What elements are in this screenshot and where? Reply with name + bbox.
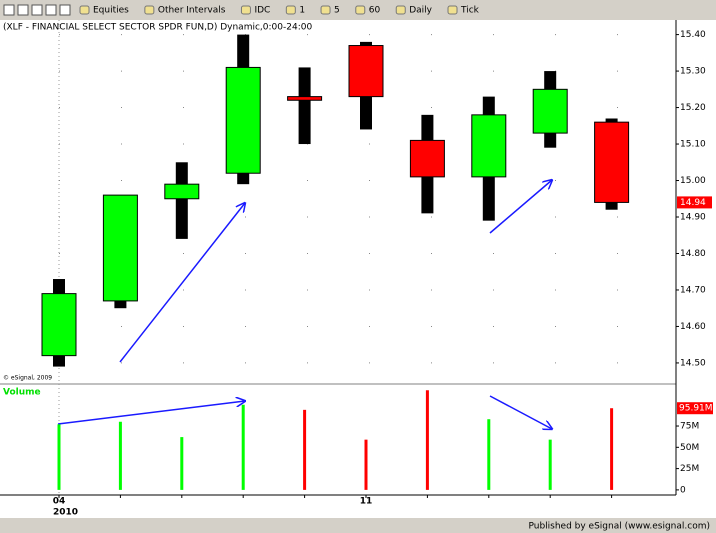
toolbar-icon [240,5,251,15]
last-value-label: 14.94 [680,198,706,208]
y-tick-label: 25M [680,464,699,474]
y-tick-label: 15.00 [680,176,706,186]
y-tick-label: 15.10 [680,140,706,150]
y-tick-label: 0 [680,485,686,495]
toolbar-icon [59,4,71,16]
candle-body [287,96,323,101]
volume-bar [364,439,368,490]
toolbar-icon [31,4,43,16]
volume-bar [487,419,491,490]
candle-body [594,121,630,203]
y-tick-label: 15.20 [680,103,706,113]
chart-title: (XLF - FINANCIAL SELECT SECTOR SPDR FUN,… [3,23,312,33]
volume-bar [241,404,245,490]
y-tick-label: 50M [680,443,699,453]
candle-body [41,293,77,357]
toolbar-icon [320,5,331,15]
x-year-label: 2010 [53,508,78,518]
toolbar-items: Equities Other Intervals IDC 1 5 60 Daily Tick [3,4,480,16]
toolbar-icon [17,4,29,16]
toolbar-button[interactable]: 60 [369,6,381,16]
toolbar-icon [144,5,155,15]
volume-title: Volume [3,388,41,398]
y-tick-label: 14.90 [680,213,706,223]
arrow [489,395,552,429]
y-tick-label: 14.70 [680,285,706,295]
arrow [489,180,552,234]
arrow [57,401,245,425]
x-tick-label: 04 [53,497,66,507]
last-value-label: 95.91M [679,404,713,414]
last-value-box [677,402,713,415]
toolbar-button[interactable]: 1 [299,6,305,16]
volume-bar [610,408,614,490]
volume-bar [303,409,307,490]
candle-wick [298,67,311,145]
footer-bar [0,518,716,533]
footer: Published by eSignal (www.esignal.com) [528,522,710,532]
candle-body [225,66,261,174]
candle-body [102,194,138,302]
candle-body [532,88,568,134]
y-tick-label: 14.50 [680,358,706,368]
toolbar-button[interactable]: Tick [460,6,480,16]
volume-bar [548,439,552,490]
toolbar-button[interactable]: Equities [93,6,129,16]
toolbar-icon [355,5,366,15]
y-tick-label: 14.80 [680,249,706,259]
arrow [119,203,245,363]
volume-bar [425,390,429,490]
y-tick-label: 15.40 [680,30,706,40]
y-tick-label: 75M [680,422,699,432]
watermark: © eSignal, 2009 [3,375,52,382]
toolbar-icon [79,5,90,15]
volume-bar [57,424,61,490]
candle-body [164,183,200,200]
toolbar-button[interactable]: IDC [254,6,270,16]
toolbar-icon [447,5,458,15]
toolbar-button[interactable]: Other Intervals [158,6,226,16]
y-tick-label: 14.60 [680,322,706,332]
annotations [57,180,552,429]
toolbar-button[interactable]: Daily [409,6,432,16]
volume-bar [118,421,122,490]
toolbar-button[interactable]: 5 [334,6,340,16]
toolbar-icon [285,5,296,15]
candle-body [471,114,507,178]
toolbar-icon [3,4,15,16]
candle-wick [175,162,188,239]
candle-body [409,139,445,178]
volume-bar [180,437,184,490]
x-tick-label: 11 [360,497,373,507]
y-tick-label: 15.30 [680,67,706,77]
toolbar-icon [45,4,57,16]
last-value-box [677,196,712,209]
candle-body [348,45,384,98]
toolbar-icon [395,5,406,15]
